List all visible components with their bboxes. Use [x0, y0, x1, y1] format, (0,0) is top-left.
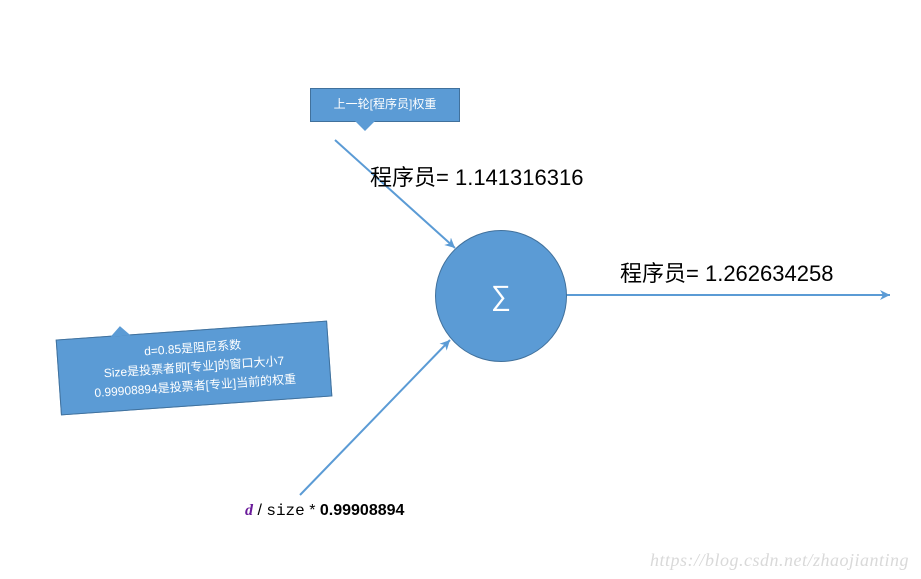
label-output-value: 程序员= 1.262634258	[620, 256, 833, 288]
arrow-in-top	[335, 140, 455, 248]
formula-text: d / size * 0.99908894	[245, 502, 404, 520]
label-input-value: 程序员= 1.141316316	[370, 160, 583, 192]
formula-num: 0.99908894	[320, 502, 405, 519]
label-input-number: 1.141316316	[455, 165, 583, 190]
watermark-text: https://blog.csdn.net/zhaojianting	[650, 550, 909, 571]
formula-slash: /	[253, 502, 266, 519]
sigma-symbol: ∑	[491, 280, 511, 312]
sigma-node: ∑	[435, 230, 567, 362]
label-output-number: 1.262634258	[705, 261, 833, 286]
callout-previous-weight: 上一轮[程序员]权重	[310, 88, 460, 122]
label-input-prefix: 程序员=	[370, 165, 455, 190]
callout-previous-weight-text: 上一轮[程序员]权重	[334, 97, 437, 111]
formula-star: *	[305, 502, 320, 519]
diagram-canvas: 上一轮[程序员]权重 d=0.85是阻尼系数 Size是投票者即[专业]的窗口大…	[0, 0, 921, 579]
formula-size: size	[266, 502, 304, 520]
formula-d: d	[245, 502, 253, 519]
label-output-prefix: 程序员=	[620, 261, 705, 286]
